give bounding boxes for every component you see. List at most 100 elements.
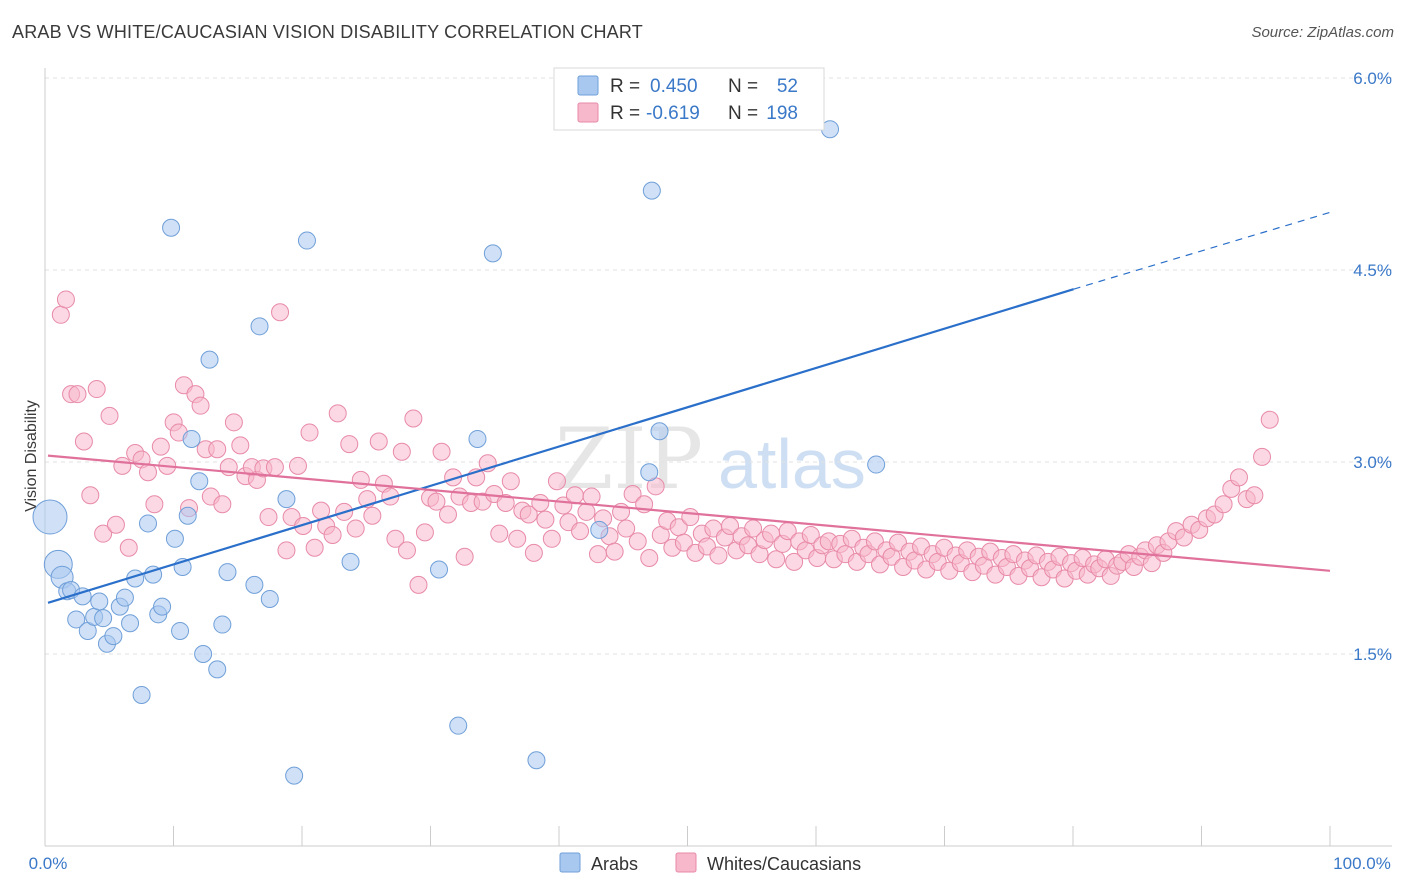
white-caucasian-point bbox=[501, 472, 520, 491]
white-caucasian-point bbox=[605, 542, 624, 561]
white-caucasian-point bbox=[100, 406, 119, 425]
arab-point bbox=[190, 472, 209, 491]
white-caucasian-point bbox=[145, 495, 164, 514]
arab-point bbox=[178, 506, 197, 525]
white-caucasian-point bbox=[151, 437, 170, 456]
white-caucasian-point bbox=[87, 380, 106, 399]
white-caucasian-point bbox=[392, 442, 411, 461]
trend-lines bbox=[47, 211, 1331, 604]
white-caucasian-point bbox=[542, 529, 561, 548]
arab-point bbox=[468, 429, 487, 448]
source-label: Source: ZipAtlas.com bbox=[1251, 24, 1394, 41]
legend-n-label-arab: N = bbox=[728, 76, 758, 97]
arab-point bbox=[73, 587, 92, 606]
arab-point bbox=[218, 563, 237, 582]
white-caucasian-point bbox=[265, 458, 284, 477]
white-caucasian-point bbox=[709, 546, 728, 565]
legend-box bbox=[553, 67, 825, 131]
white-caucasian-point bbox=[582, 487, 601, 506]
legend-bottom-label-arab: Arabs bbox=[591, 854, 638, 874]
white-caucasian-point bbox=[536, 510, 555, 529]
legend-r-value-white: -0.619 bbox=[646, 103, 700, 124]
arab-point bbox=[132, 685, 151, 704]
arab-point bbox=[285, 766, 304, 785]
white-caucasian-point bbox=[547, 472, 566, 491]
arab-point bbox=[162, 218, 181, 237]
arab-point bbox=[590, 520, 609, 539]
x-ticks bbox=[44, 826, 1331, 846]
white-caucasian-point bbox=[496, 493, 515, 512]
y-tick-labels: 1.5% 3.0% 4.5% 6.0% bbox=[1353, 69, 1392, 664]
white-caucasian-point bbox=[432, 442, 451, 461]
y-tick-label: 4.5% bbox=[1353, 261, 1392, 280]
arab-trend-line bbox=[47, 288, 1074, 604]
watermark-atlas: atlas bbox=[718, 425, 866, 503]
white-caucasian-point bbox=[300, 423, 319, 442]
white-caucasian-point bbox=[1214, 495, 1233, 514]
arab-point bbox=[430, 560, 449, 579]
arab-point bbox=[138, 514, 157, 533]
white-caucasian-point bbox=[94, 524, 113, 543]
white-caucasian-point bbox=[519, 505, 538, 524]
white-caucasian-point bbox=[386, 529, 405, 548]
white-caucasian-point bbox=[288, 456, 307, 475]
white-caucasian-point bbox=[623, 485, 642, 503]
white-caucasian-point bbox=[524, 543, 543, 562]
y-tick-label: 3.0% bbox=[1353, 453, 1392, 472]
arab-point bbox=[642, 181, 661, 200]
white-caucasian-point bbox=[404, 409, 423, 428]
y-axis-label: Vision Disability bbox=[23, 400, 40, 512]
arab-point bbox=[104, 627, 123, 646]
white-caucasian-point bbox=[305, 538, 324, 557]
white-caucasian-point bbox=[56, 290, 75, 309]
white-caucasian-point bbox=[801, 525, 820, 544]
legend-r-label-white: R = bbox=[610, 103, 640, 124]
white-caucasian-point bbox=[208, 440, 227, 459]
white-caucasian-point bbox=[617, 519, 636, 538]
arab-point bbox=[867, 455, 886, 474]
y-tick-label: 1.5% bbox=[1353, 645, 1392, 664]
white-caucasian-point bbox=[565, 486, 584, 505]
axes bbox=[44, 68, 1392, 847]
legend-n-value-arab: 52 bbox=[777, 76, 798, 97]
white-caucasian-point bbox=[294, 517, 313, 535]
x-tick-label-max: 100.0% bbox=[1333, 854, 1391, 873]
arab-point bbox=[650, 422, 669, 441]
arab-trend-extension bbox=[1073, 211, 1331, 290]
white-caucasian-point bbox=[490, 524, 509, 543]
arab-point bbox=[165, 529, 184, 548]
arab-point bbox=[153, 597, 172, 616]
white-caucasian-point bbox=[138, 463, 157, 482]
white-caucasian-point bbox=[328, 404, 347, 423]
white-caucasian-point bbox=[640, 549, 659, 567]
grid-lines bbox=[45, 77, 1392, 655]
white-caucasian-point bbox=[588, 545, 607, 564]
arab-point bbox=[527, 751, 546, 770]
white-caucasian-point bbox=[106, 515, 125, 534]
legend-n-label-white: N = bbox=[728, 103, 758, 124]
arab-point bbox=[640, 463, 659, 482]
white-caucasian-point bbox=[438, 505, 457, 524]
white-caucasian-point bbox=[231, 436, 250, 455]
white-caucasian-point bbox=[508, 529, 527, 548]
white-caucasian-point bbox=[351, 470, 370, 489]
white-caucasian-point bbox=[1260, 410, 1279, 429]
white-caucasian-point bbox=[113, 456, 132, 475]
white-caucasian-point bbox=[427, 492, 446, 511]
arab-point bbox=[67, 610, 86, 629]
white-caucasian-point bbox=[455, 547, 474, 566]
white-caucasian-point bbox=[119, 538, 138, 557]
legend-bottom: Arabs Whites/Caucasians bbox=[559, 852, 861, 874]
arab-point bbox=[297, 231, 316, 250]
white-caucasian-point bbox=[340, 435, 359, 454]
legend-swatch-arab bbox=[577, 75, 599, 96]
arab-point bbox=[171, 621, 190, 640]
white-caucasian-point bbox=[51, 305, 70, 324]
arab-point bbox=[213, 615, 232, 634]
arab-point bbox=[121, 614, 140, 633]
legend-bottom-label-white: Whites/Caucasians bbox=[707, 854, 861, 874]
white-caucasian-point bbox=[1229, 468, 1248, 487]
white-caucasian-point bbox=[628, 532, 647, 551]
arab-point bbox=[277, 490, 296, 509]
white-caucasian-point bbox=[409, 575, 428, 594]
